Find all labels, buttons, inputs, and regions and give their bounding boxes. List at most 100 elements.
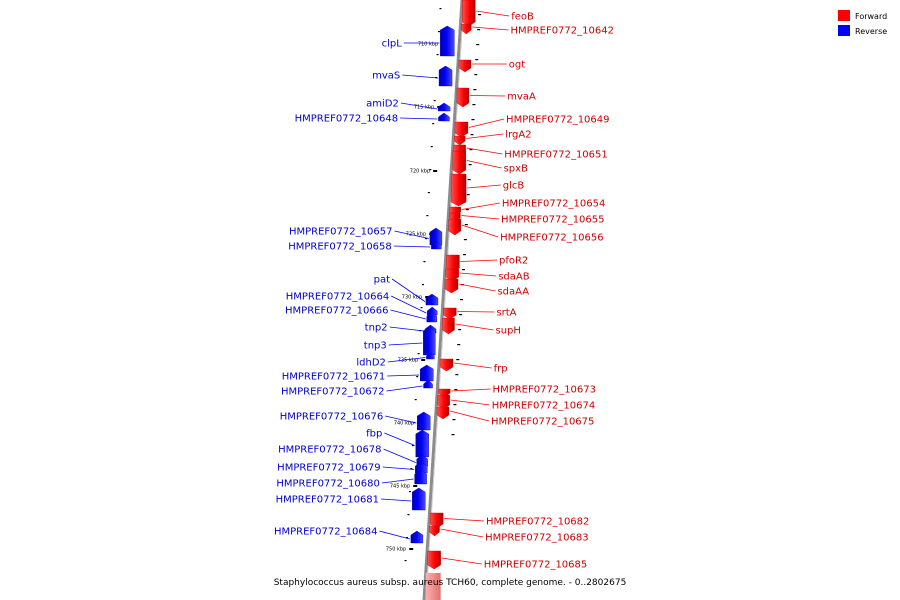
forward-track-dash	[464, 224, 468, 226]
forward-gene-arrow[interactable]	[452, 150, 467, 175]
reverse-gene-arrow[interactable]	[414, 469, 427, 485]
forward-gene-label-spxb[interactable]: spxB	[504, 164, 528, 175]
reverse-gene-label-tnp3[interactable]: tnp3	[364, 341, 387, 352]
forward-gene-leader	[450, 399, 490, 406]
reverse-gene-label-hmpref0772-10679[interactable]: HMPREF0772_10679	[277, 463, 380, 474]
forward-gene-label-hmpref0772-10642[interactable]: HMPREF0772_10642	[511, 26, 614, 37]
forward-gene-arrow[interactable]	[429, 525, 440, 537]
reverse-gene-arrow[interactable]	[423, 326, 436, 356]
reverse-gene-shapes	[410, 25, 455, 544]
forward-gene-label-hmpref0772-10656[interactable]: HMPREF0772_10656	[500, 233, 603, 244]
forward-gene-arrow[interactable]	[444, 278, 459, 294]
reverse-gene-label-hmpref0772-10684[interactable]: HMPREF0772_10684	[274, 527, 377, 538]
scale-tick-label: 750 kbp	[386, 547, 406, 553]
reverse-gene-label-hmpref0772-10658[interactable]: HMPREF0772_10658	[288, 242, 391, 253]
reverse-gene-label-hmpref0772-10680[interactable]: HMPREF0772_10680	[276, 479, 379, 490]
forward-gene-label-hmpref0772-10685[interactable]: HMPREF0772_10685	[484, 560, 587, 571]
legend-label-reverse: Reverse	[855, 27, 887, 36]
reverse-gene-label-hmpref0772-10648[interactable]: HMPREF0772_10648	[295, 114, 398, 125]
forward-gene-label-mvaa[interactable]: mvaA	[507, 92, 536, 103]
genome-backbone	[422, 0, 464, 600]
reverse-gene-label-hmpref0772-10672[interactable]: HMPREF0772_10672	[281, 387, 384, 398]
reverse-gene-label-tnp2[interactable]: tnp2	[365, 323, 388, 334]
scale-tick-label: 710 kbp	[418, 42, 438, 48]
forward-gene-arrow[interactable]	[454, 135, 466, 146]
forward-gene-leader	[451, 388, 491, 392]
reverse-gene-label-fbp[interactable]: fbp	[366, 429, 382, 440]
legend: Forward Reverse	[838, 10, 887, 36]
forward-gene-label-srta[interactable]: srtA	[496, 308, 516, 319]
forward-gene-label-pfor2[interactable]: pfoR2	[499, 256, 528, 267]
reverse-gene-label-hmpref0772-10676[interactable]: HMPREF0772_10676	[280, 412, 383, 423]
forward-gene-arrow[interactable]	[454, 121, 469, 138]
forward-gene-label-lrga2[interactable]: lrgA2	[505, 130, 531, 141]
forward-gene-label-frp[interactable]: frp	[494, 364, 508, 375]
forward-gene-leader	[467, 184, 501, 189]
forward-track-dash	[456, 359, 460, 361]
forward-gene-label-suph[interactable]: supH	[496, 326, 521, 337]
forward-gene-arrow[interactable]	[461, 23, 472, 35]
forward-gene-arrow[interactable]	[442, 317, 455, 335]
reverse-gene-label-hmpref0772-10678[interactable]: HMPREF0772_10678	[278, 445, 381, 456]
forward-gene-arrow[interactable]	[448, 218, 461, 236]
reverse-gene-arrow[interactable]	[420, 364, 434, 382]
reverse-gene-label-hmpref0772-10681[interactable]: HMPREF0772_10681	[276, 495, 379, 506]
reverse-gene-arrow[interactable]	[437, 102, 451, 112]
forward-gene-label-sdaaa[interactable]: sdaAA	[497, 287, 529, 298]
reverse-gene-arrow[interactable]	[410, 530, 424, 544]
forward-gene-arrow[interactable]	[427, 550, 441, 570]
reverse-gene-arrow[interactable]	[431, 240, 442, 250]
reverse-gene-arrow[interactable]	[426, 311, 437, 323]
reverse-gene-leader	[383, 448, 416, 463]
reverse-gene-arrow[interactable]	[425, 293, 439, 306]
reverse-gene-arrow[interactable]	[440, 25, 455, 57]
forward-gene-leader	[449, 410, 490, 422]
reverse-gene-arrow[interactable]	[423, 379, 433, 389]
forward-gene-arrow[interactable]	[439, 358, 454, 372]
forward-gene-label-feob[interactable]: feoB	[511, 12, 534, 23]
reverse-track-dash	[420, 307, 423, 309]
forward-gene-label-sdaab[interactable]: sdaAB	[498, 272, 530, 283]
reverse-gene-arrow[interactable]	[415, 429, 429, 458]
reverse-gene-label-hmpref0772-10671[interactable]: HMPREF0772_10671	[282, 372, 385, 383]
reverse-gene-label-amid2[interactable]: amiD2	[366, 99, 399, 110]
reverse-gene-label-pat[interactable]: pat	[374, 275, 390, 286]
reverse-gene-leader	[381, 478, 414, 484]
reverse-track-dash	[410, 468, 413, 470]
forward-gene-arrow[interactable]	[458, 59, 472, 73]
forward-gene-arrow[interactable]	[456, 87, 470, 108]
forward-gene-label-glcb[interactable]: glcB	[503, 181, 525, 192]
forward-gene-label-hmpref0772-10649[interactable]: HMPREF0772_10649	[506, 115, 609, 126]
reverse-gene-label-mvas[interactable]: mvaS	[372, 71, 400, 82]
forward-gene-label-hmpref0772-10654[interactable]: HMPREF0772_10654	[502, 199, 605, 210]
reverse-gene-arrow[interactable]	[412, 487, 426, 511]
forward-gene-arrow[interactable]	[429, 512, 444, 529]
forward-gene-label-hmpref0772-10682[interactable]: HMPREF0772_10682	[486, 517, 589, 528]
forward-track-dash	[458, 329, 462, 331]
reverse-gene-leader	[388, 342, 423, 346]
forward-gene-label-hmpref0772-10655[interactable]: HMPREF0772_10655	[501, 215, 604, 226]
forward-gene-label-hmpref0772-10674[interactable]: HMPREF0772_10674	[492, 401, 595, 412]
reverse-gene-arrow[interactable]	[417, 411, 431, 431]
reverse-gene-arrow[interactable]	[438, 112, 450, 122]
forward-gene-label-hmpref0772-10651[interactable]: HMPREF0772_10651	[504, 150, 607, 161]
forward-gene-label-hmpref0772-10673[interactable]: HMPREF0772_10673	[493, 385, 596, 396]
forward-gene-arrow[interactable]	[436, 406, 450, 420]
forward-gene-arrow[interactable]	[462, 0, 476, 27]
forward-gene-label-hmpref0772-10683[interactable]: HMPREF0772_10683	[485, 533, 588, 544]
forward-gene-arrow[interactable]	[443, 307, 457, 320]
reverse-gene-label-hmpref0772-10664[interactable]: HMPREF0772_10664	[286, 292, 389, 303]
forward-gene-leader	[441, 557, 482, 565]
forward-gene-label-ogt[interactable]: ogt	[509, 60, 525, 71]
forward-gene-arrow[interactable]	[450, 173, 467, 207]
reverse-gene-label-hmpref0772-10657[interactable]: HMPREF0772_10657	[289, 227, 392, 238]
reverse-gene-label-ldhd2[interactable]: ldhD2	[356, 358, 386, 369]
reverse-gene-label-hmpref0772-10666[interactable]: HMPREF0772_10666	[285, 306, 388, 317]
forward-gene-label-hmpref0772-10675[interactable]: HMPREF0772_10675	[491, 417, 594, 428]
reverse-gene-label-clpl[interactable]: clpL	[382, 39, 403, 50]
forward-gene-leader	[466, 133, 504, 139]
reverse-gene-arrow[interactable]	[438, 65, 453, 87]
forward-gene-leader	[469, 95, 506, 97]
scale-tick-label: 725 kbp	[406, 232, 426, 238]
reverse-gene-arrow[interactable]	[426, 352, 435, 360]
